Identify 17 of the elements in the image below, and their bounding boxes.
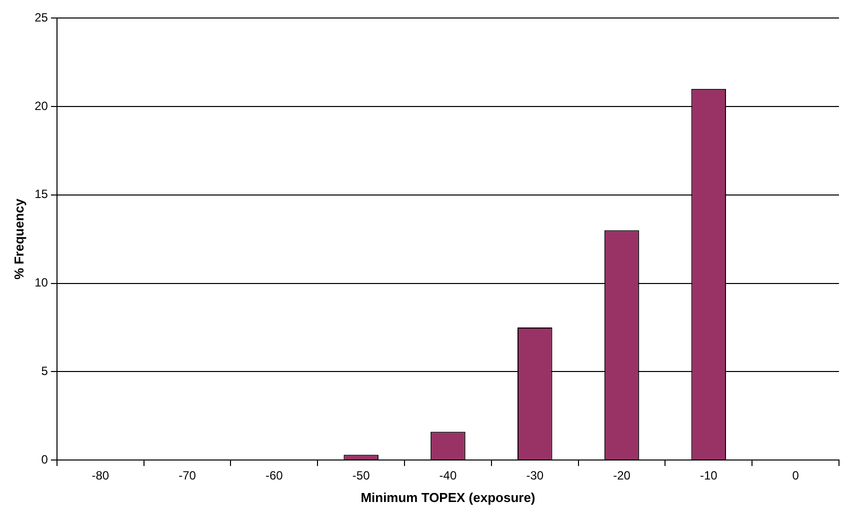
x-tick-label: -70 [178,468,196,483]
x-tick-label: -40 [439,468,457,483]
y-tick-label: 0 [41,452,48,466]
x-tick-label: -50 [352,468,370,483]
y-tick-label: 5 [41,364,48,378]
y-tick-label: 25 [34,10,48,25]
x-tick-label: -30 [526,468,544,483]
x-tick-label: -10 [700,468,718,483]
y-tick-label: 20 [34,98,48,113]
y-tick-label: 10 [34,276,48,290]
y-tick-label: 15 [34,187,48,202]
x-tick-label: -60 [266,468,284,483]
x-tick-label: -80 [92,468,110,483]
y-axis-title: % Frequency [11,198,26,280]
x-tick-label: -20 [613,468,631,483]
x-axis-title: Minimum TOPEX (exposure) [360,490,536,505]
x-tick-label: 0 [792,468,800,483]
